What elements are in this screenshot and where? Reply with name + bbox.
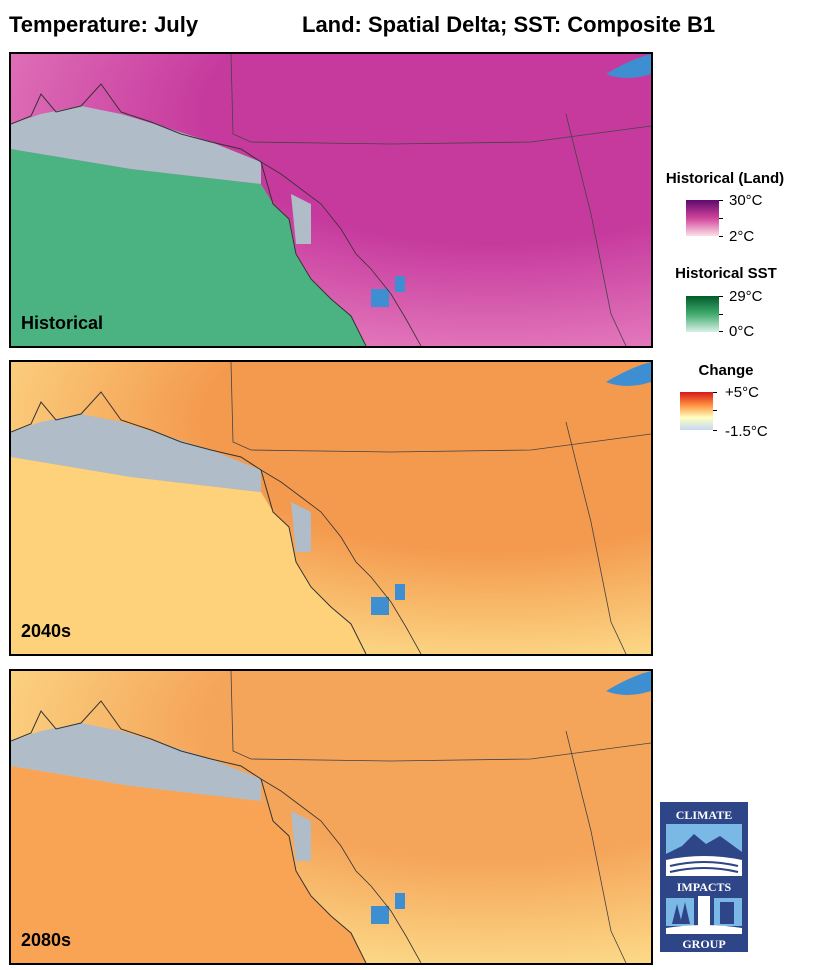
coastline (11, 83, 367, 346)
legend-min: 2°C (729, 228, 755, 245)
logo-text-climate: CLIMATE (676, 808, 732, 822)
no-data-area (291, 502, 311, 552)
province-border (230, 362, 651, 453)
legend-max: 30°C (729, 192, 763, 209)
colorbar-land (686, 200, 719, 236)
colorbar-change (680, 392, 713, 430)
province-border (230, 671, 651, 762)
coastline (260, 469, 422, 654)
province-border (230, 54, 651, 145)
map-panel-2080s: 2080s (9, 669, 653, 965)
figure-title-variable: Temperature: July (9, 12, 199, 37)
legend-title: Historical SST (675, 265, 777, 282)
ocean-surface (11, 149, 366, 346)
province-border (565, 113, 627, 346)
logo-graphic: CLIMATE IMPACTS GROUP (666, 808, 742, 951)
no-data-area (11, 106, 261, 184)
lake (395, 893, 405, 909)
coastline (260, 778, 422, 963)
logo-text-impacts: IMPACTS (677, 880, 732, 894)
panel-label: 2040s (21, 621, 72, 641)
lake (371, 597, 389, 615)
no-data-area (11, 723, 261, 801)
map-panel-historical: Historical (9, 52, 653, 348)
coastline (260, 161, 422, 346)
map-historical (11, 54, 651, 346)
coastline (11, 391, 367, 654)
colorbar-sst (686, 296, 719, 332)
lake (606, 54, 651, 78)
legend-min: -1.5°C (725, 423, 768, 440)
no-data-area (291, 194, 311, 244)
lake (371, 906, 389, 924)
panel-label: Historical (21, 313, 104, 333)
map-panel-2040s: 2040s (9, 360, 653, 656)
province-border (565, 730, 627, 963)
province-border (565, 421, 627, 654)
no-data-area (11, 414, 261, 492)
coastline (11, 700, 367, 963)
legend-min: 0°C (729, 323, 755, 340)
lake (606, 671, 651, 695)
no-data-area (291, 811, 311, 861)
logo-text-group: GROUP (682, 937, 725, 951)
panel-label: 2080s (21, 930, 72, 950)
ocean-surface (11, 766, 366, 963)
legend-max: +5°C (725, 384, 759, 401)
lake (606, 362, 651, 386)
climate-impacts-group-logo: CLIMATE IMPACTS GROUP (660, 802, 748, 952)
lake (371, 289, 389, 307)
lake (395, 276, 405, 292)
map-2080s (11, 671, 651, 963)
map-2040s (11, 362, 651, 654)
legend-max: 29°C (729, 288, 763, 305)
ocean-surface (11, 457, 366, 654)
lake (395, 584, 405, 600)
legend-title: Change (698, 362, 754, 379)
figure-title-scenario: Land: Spatial Delta; SST: Composite B1 (302, 12, 716, 37)
legend-title: Historical (Land) (665, 170, 785, 187)
